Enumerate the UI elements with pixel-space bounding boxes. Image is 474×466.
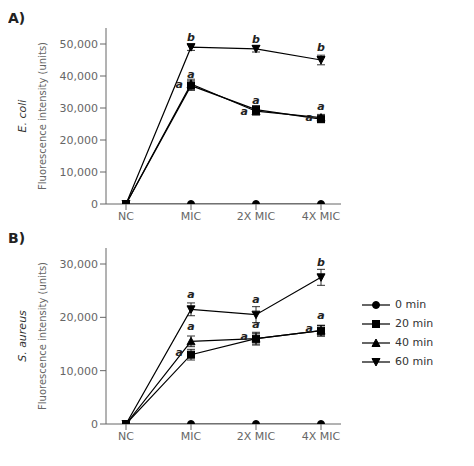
svg-text:a: a (241, 330, 248, 343)
svg-text:0: 0 (91, 198, 98, 211)
svg-text:A): A) (8, 10, 25, 26)
svg-text:B): B) (8, 230, 25, 246)
svg-text:a: a (252, 293, 259, 306)
svg-text:MIC: MIC (181, 430, 202, 443)
svg-text:2X MIC: 2X MIC (237, 430, 276, 443)
html-text:20 min: 20 min (395, 317, 434, 330)
html-text:0 min: 0 min (395, 298, 427, 311)
svg-text:a: a (252, 94, 259, 107)
svg-text:b: b (187, 31, 195, 44)
svg-text:a: a (241, 105, 248, 118)
svg-text:20,000: 20,000 (60, 134, 99, 147)
svg-text:E. coli: E. coli (16, 100, 29, 133)
svg-text:Fluorescence intensity (units): Fluorescence intensity (units) (37, 42, 48, 190)
svg-text:MIC: MIC (181, 210, 202, 223)
svg-text:10,000: 10,000 (60, 166, 99, 179)
svg-text:2X MIC: 2X MIC (237, 210, 276, 223)
svg-text:a: a (187, 68, 194, 81)
svg-text:a: a (176, 78, 183, 91)
svg-text:a: a (306, 111, 313, 124)
svg-text:Fluorescence intensity (units): Fluorescence intensity (units) (37, 262, 48, 410)
svg-text:a: a (306, 322, 313, 335)
svg-text:0: 0 (91, 418, 98, 431)
svg-text:4X MIC: 4X MIC (302, 210, 341, 223)
svg-text:S. aureus: S. aureus (16, 310, 29, 362)
html-text:60 min: 60 min (395, 355, 434, 368)
svg-text:a: a (317, 309, 324, 322)
svg-text:a: a (187, 288, 194, 301)
svg-text:30,000: 30,000 (60, 102, 99, 115)
svg-text:a: a (317, 100, 324, 113)
svg-text:a: a (252, 318, 259, 331)
svg-text:50,000: 50,000 (60, 38, 99, 51)
svg-text:b: b (252, 33, 260, 46)
svg-text:30,000: 30,000 (60, 258, 99, 271)
svg-text:20,000: 20,000 (60, 311, 99, 324)
svg-text:NC: NC (118, 430, 134, 443)
svg-text:40,000: 40,000 (60, 70, 99, 83)
svg-text:a: a (176, 346, 183, 359)
svg-text:b: b (317, 41, 325, 54)
svg-text:10,000: 10,000 (60, 365, 99, 378)
html-text:40 min: 40 min (395, 336, 434, 349)
svg-text:NC: NC (118, 210, 134, 223)
svg-text:4X MIC: 4X MIC (302, 430, 341, 443)
svg-text:b: b (317, 256, 325, 269)
svg-text:a: a (187, 320, 194, 333)
